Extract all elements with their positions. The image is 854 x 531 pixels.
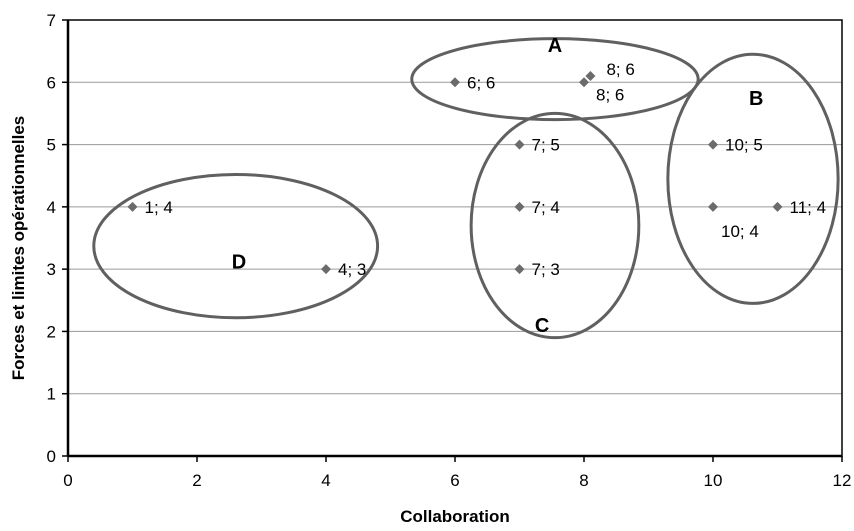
data-label: 7; 4 [532,198,560,217]
y-tick-label: 7 [47,11,56,30]
group-ellipse-c [469,111,641,340]
data-point [579,77,589,88]
data-point [585,71,596,82]
x-axis-title: Collaboration [400,507,510,526]
y-tick-label: 1 [47,385,56,404]
x-tick-label: 0 [63,471,72,490]
x-tick-label: 2 [192,471,201,490]
data-label: 8; 6 [596,85,624,104]
x-tick-label: 4 [321,471,330,490]
data-label: 7; 3 [532,260,560,279]
group-label-b: B [749,88,763,110]
group-label-d: D [232,252,246,274]
group-ellipse-b [666,52,840,305]
data-point [321,264,331,275]
data-label: 11; 4 [790,198,827,217]
data-point [708,139,718,150]
y-tick-label: 6 [47,73,56,92]
group-ellipse-d [92,172,380,320]
data-label: 10; 4 [721,222,759,241]
data-label: 1; 4 [145,198,173,217]
data-point [514,264,525,275]
y-axis-title: Forces et limites opérationnelles [9,116,28,381]
group-label-c: C [535,315,549,337]
data-point [127,201,138,212]
data-point [450,77,460,88]
group-ellipse-a [410,37,700,122]
x-tick-label: 12 [833,471,852,490]
x-tick-label: 8 [579,471,588,490]
y-tick-label: 3 [47,260,56,279]
data-label: 10; 5 [725,136,763,155]
y-tick-label: 2 [47,322,56,341]
x-tick-label: 10 [704,471,723,490]
data-point [772,201,783,212]
data-point [514,201,525,212]
data-label: 6; 6 [467,73,495,92]
y-tick-label: 4 [47,198,56,217]
group-label-a: A [548,35,562,57]
y-tick-label: 5 [47,136,56,155]
y-tick-label: 0 [47,447,56,466]
data-label: 8; 6 [606,60,634,79]
data-point [514,139,525,150]
data-point [708,201,718,212]
data-label: 4; 3 [338,260,366,279]
data-label: 7; 5 [532,136,560,155]
x-tick-label: 6 [450,471,459,490]
